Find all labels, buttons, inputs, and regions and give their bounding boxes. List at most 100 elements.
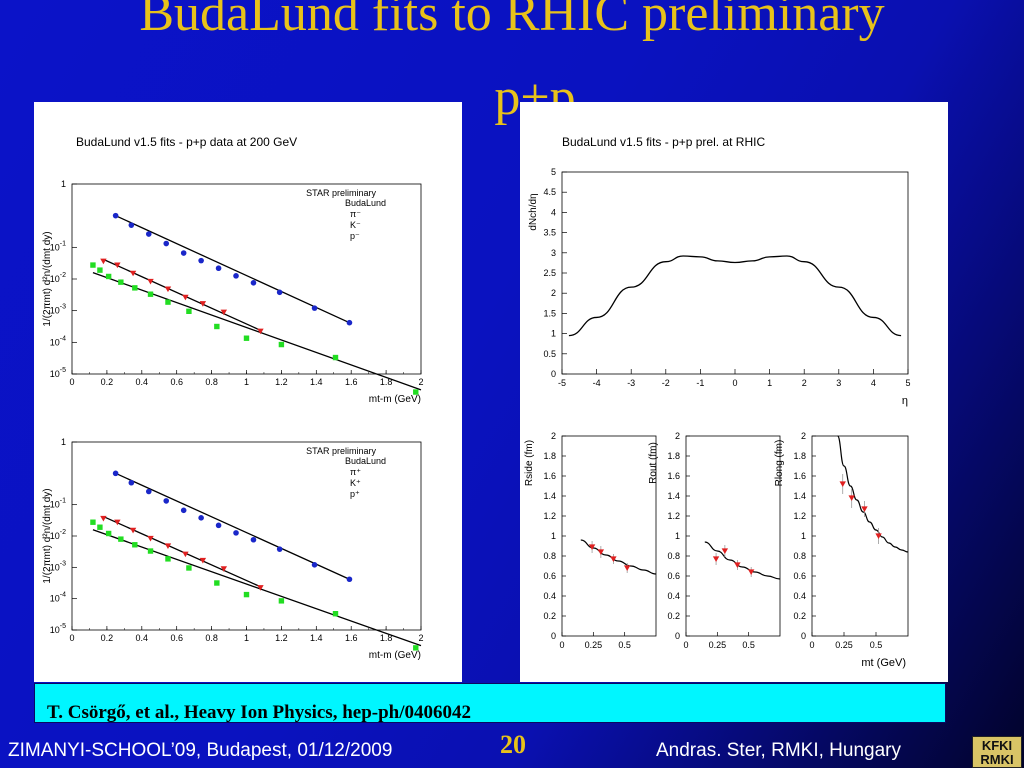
eta-ytick-label: 3: [551, 248, 556, 258]
rlong-ytick-label: 0.8: [793, 551, 806, 561]
rout-ytick-label: 0.8: [667, 551, 680, 561]
rout-point: [734, 562, 741, 568]
spectra2-ylabel: 1/(2πmt) d²n/(dmt dy): [42, 488, 53, 583]
rlong-ytick-label: 1.2: [793, 511, 806, 521]
citation-text: T. Csörgő, et al., Heavy Ion Physics, he…: [47, 702, 472, 723]
rside-frame: [561, 435, 657, 637]
rside-ytick-label: 1.4: [543, 491, 556, 501]
spectra1-point: [220, 309, 228, 316]
rside-ytick-label: 1: [551, 531, 556, 541]
spectra1-point: [199, 301, 207, 307]
rlong-point: [861, 506, 868, 512]
spectra2-frame: [71, 441, 422, 631]
rside-ytick-label: 0.2: [543, 611, 556, 621]
citation-box: T. Csörgő, et al., Heavy Ion Physics, he…: [34, 683, 946, 723]
spectra1-point: [118, 279, 124, 285]
spectra1-xtick-label: 2: [418, 377, 423, 387]
rside-ytick-label: 1.2: [543, 511, 556, 521]
spectra1-ytick-label: 1: [61, 179, 66, 189]
rside-xtick-label: 0: [559, 640, 564, 650]
eta-ytick-label: 4: [551, 207, 556, 217]
rlong-ytick-label: 1.6: [793, 471, 806, 481]
eta-xtick-label: 0: [732, 378, 737, 388]
spectra1-point: [147, 291, 154, 297]
eta-ytick-label: 4.5: [543, 187, 556, 197]
rlong-ylabel: Rlong (fm): [774, 440, 785, 487]
spectra1-point: [257, 328, 264, 335]
rside-xtick-label: 0.25: [585, 640, 603, 650]
eta-xtick-label: -5: [558, 378, 566, 388]
rside-ylabel: Rside (fm): [524, 440, 535, 486]
spectra1-ytick-label: 10-4: [50, 335, 66, 347]
spectra2-xtick-label: 1: [244, 633, 249, 643]
spectra1-legend-species: π⁻: [350, 209, 361, 219]
spectra1-legend-species: p⁻: [350, 231, 360, 241]
eta-ytick-label: 1: [551, 329, 556, 339]
rlong-point: [875, 533, 882, 539]
rlong-ytick-label: 0.4: [793, 591, 806, 601]
spectra1-point: [163, 240, 170, 247]
rout-ytick-label: 1.4: [667, 491, 680, 501]
rout-fit-curve: [704, 541, 781, 580]
rmki-logo: KFKI RMKI: [972, 736, 1022, 768]
spectra1-point: [164, 286, 172, 293]
eta-ytick-label: 1.5: [543, 308, 556, 318]
spectra2-point: [243, 591, 250, 598]
spectra1-legend-model: BudaLund: [345, 198, 386, 208]
spectra2-xlabel: mt-m (GeV): [369, 650, 421, 661]
spectra1-point: [250, 280, 257, 286]
spectra1-point: [186, 308, 192, 314]
spectra1-point: [132, 285, 138, 291]
spectra1-xtick-label: 0.4: [136, 377, 149, 387]
rlong-ytick-label: 1.8: [793, 451, 806, 461]
spectra1-xtick-label: 1.6: [345, 377, 358, 387]
spectra2-legend-species: K⁺: [350, 478, 361, 488]
spectra2-point: [97, 524, 103, 530]
rlong-xtick-label: 0: [809, 640, 814, 650]
spectra2-xtick-label: 1.6: [345, 633, 358, 643]
rside-point: [588, 544, 596, 550]
rout-ytick-label: 2: [675, 431, 680, 441]
spectra1-point: [100, 258, 107, 265]
spectra2-point: [413, 645, 419, 651]
spectra1-xtick-label: 0: [69, 377, 74, 387]
spectra1-xtick-label: 1.8: [380, 377, 393, 387]
spectra2-ytick-label: 10-2: [50, 529, 66, 541]
spectra2-ytick-label: 10-5: [50, 623, 66, 635]
spectra2-xtick-label: 1.8: [380, 633, 393, 643]
spectra1-xtick-label: 0.2: [101, 377, 114, 387]
eta-xtick-label: 4: [871, 378, 876, 388]
spectra2-point: [165, 556, 171, 562]
spectra2-xtick-label: 0.2: [101, 633, 114, 643]
rout-xtick-label: 0.25: [709, 640, 727, 650]
rout-xtick-label: 0.5: [742, 640, 755, 650]
spectra2-point: [112, 470, 119, 477]
spectra2-fit-line: [115, 472, 350, 580]
spectra2-point: [215, 522, 222, 529]
footer-conference: ZIMANYI-SCHOOL’09, Budapest, 01/12/2009: [8, 740, 393, 761]
spectra1-xtick-label: 1.4: [310, 377, 323, 387]
spectra2-point: [118, 536, 124, 542]
rlong-fit-curve: [837, 435, 909, 553]
spectra2-point: [250, 536, 257, 543]
rlong-ytick-label: 0: [801, 631, 806, 641]
spectra1-legend-source: STAR preliminary: [306, 188, 376, 198]
spectra1-point: [413, 389, 419, 395]
spectra2-point: [128, 479, 135, 486]
spectra2-point: [198, 515, 204, 521]
rlong-point: [848, 495, 855, 501]
rout-ytick-label: 0: [675, 631, 680, 641]
rlong-ytick-label: 1: [801, 531, 806, 541]
spectra2-xtick-label: 2: [418, 633, 423, 643]
spectra1-point: [165, 299, 171, 305]
spectra2-point: [311, 562, 318, 568]
rout-ytick-label: 0.2: [667, 611, 680, 621]
eta-xtick-label: 2: [802, 378, 807, 388]
spectra1-point: [332, 354, 339, 361]
eta-ytick-label: 2: [551, 288, 556, 298]
spectra1-ytick-label: 10-3: [50, 304, 66, 316]
spectra2-legend-species: π⁺: [350, 467, 361, 477]
page-number: 20: [500, 730, 526, 759]
rside-point: [597, 549, 605, 555]
spectra1-point: [90, 262, 96, 268]
